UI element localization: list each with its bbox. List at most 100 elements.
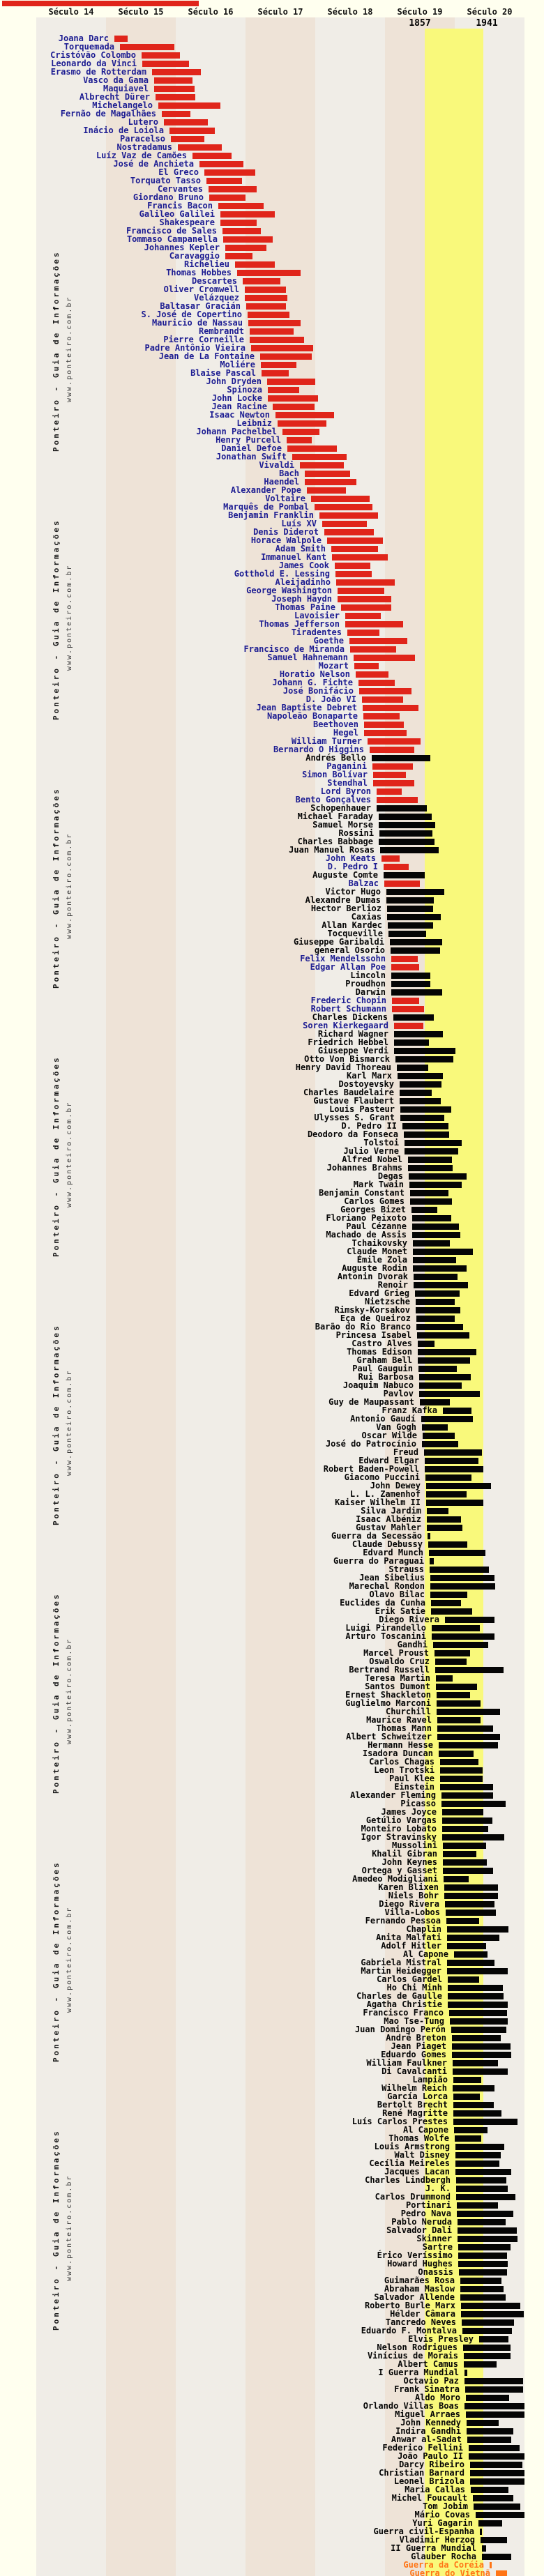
person-row: Horace Walpole bbox=[0, 536, 544, 545]
person-row: Schopenhauer bbox=[0, 804, 544, 813]
life-bar bbox=[429, 1550, 485, 1556]
person-row: Erasmo de Rotterdam bbox=[0, 68, 544, 77]
life-bar bbox=[422, 1441, 458, 1447]
person-name: Jean Racine bbox=[211, 402, 267, 411]
life-bar bbox=[442, 1834, 504, 1840]
life-bar bbox=[423, 1433, 455, 1439]
person-name: Charles Lindbergh bbox=[365, 2175, 451, 2185]
life-bar bbox=[400, 1098, 441, 1104]
century-label: Século 16 bbox=[188, 7, 234, 17]
life-bar bbox=[413, 1257, 456, 1263]
life-bar bbox=[410, 1198, 452, 1205]
life-bar bbox=[387, 914, 441, 920]
life-bar bbox=[466, 2395, 509, 2401]
person-name: Bento Gonçalves bbox=[295, 795, 371, 805]
person-row: Paul Klee bbox=[0, 1774, 544, 1783]
person-row: Lavoisier bbox=[0, 611, 544, 620]
person-name: Albert Schweitzer bbox=[346, 1732, 432, 1742]
life-bar bbox=[419, 1374, 471, 1380]
person-name: Oswaldo Cruz bbox=[369, 1656, 430, 1666]
person-name: Silva Jardim bbox=[361, 1506, 421, 1516]
life-bar bbox=[273, 404, 315, 410]
life-bar bbox=[250, 337, 304, 343]
person-name: Indira Gandhi bbox=[395, 2426, 461, 2436]
life-bar bbox=[362, 696, 403, 703]
life-bar bbox=[384, 864, 409, 870]
person-name: Lampião bbox=[412, 2075, 448, 2085]
life-bar bbox=[453, 2085, 494, 2091]
person-row: Thomas Wolfe bbox=[0, 2134, 544, 2143]
person-row: Amedeo Modigliani bbox=[0, 1875, 544, 1884]
life-bar bbox=[458, 2261, 508, 2267]
life-bar bbox=[400, 1081, 441, 1088]
person-name: Torquemada bbox=[63, 42, 114, 52]
person-row: Castro Alves bbox=[0, 1339, 544, 1348]
person-row: Igor Stravinsky bbox=[0, 1833, 544, 1842]
person-name: D. Pedro I bbox=[327, 862, 378, 871]
life-bar bbox=[458, 2253, 507, 2259]
person-name: Salvador Allende bbox=[374, 2292, 455, 2302]
person-row: Churchill bbox=[0, 1707, 544, 1716]
life-bar bbox=[453, 2110, 501, 2117]
person-row: José de Anchieta bbox=[0, 160, 544, 169]
person-name: Paganini bbox=[326, 761, 367, 771]
person-name: Di Cavalcanti bbox=[381, 2066, 447, 2076]
person-name: Walt Disney bbox=[394, 2150, 450, 2160]
person-name: Mao Tse-Tung bbox=[384, 2016, 444, 2026]
person-name: Tom Jobim bbox=[422, 2501, 468, 2511]
person-name: Tancredo Neves bbox=[385, 2317, 456, 2327]
life-bar bbox=[460, 2286, 504, 2292]
life-bar bbox=[435, 1659, 467, 1665]
life-bar bbox=[453, 2060, 498, 2066]
life-bar bbox=[331, 546, 378, 552]
person-name: Frank Sinatra bbox=[394, 2384, 460, 2394]
person-name: Marechal Rondon bbox=[349, 1581, 425, 1591]
person-name: Thomas Paine bbox=[275, 602, 335, 612]
person-row: L. L. Zamenhof bbox=[0, 1490, 544, 1499]
person-row: Pedro Nava bbox=[0, 2209, 544, 2218]
life-bar bbox=[453, 2094, 480, 2100]
life-bar bbox=[392, 998, 419, 1004]
century-label: Século 20 bbox=[467, 7, 513, 17]
life-bar bbox=[431, 1608, 472, 1615]
person-name: Inácio de Loiola bbox=[83, 125, 164, 135]
life-bar bbox=[152, 69, 201, 75]
person-name: Gandhi bbox=[397, 1640, 428, 1649]
life-bar bbox=[448, 1993, 504, 1999]
life-bar bbox=[446, 1918, 479, 1924]
life-bar bbox=[405, 1140, 462, 1146]
person-row: Antonin Dvorak bbox=[0, 1272, 544, 1281]
century-label: Século 18 bbox=[327, 7, 373, 17]
person-name: Karl Marx bbox=[346, 1071, 392, 1081]
person-name: Hector Berlioz bbox=[310, 904, 381, 913]
person-row: Robert Baden-Powell bbox=[0, 1465, 544, 1474]
life-bar bbox=[424, 1449, 482, 1456]
person-name: Euclides da Cunha bbox=[340, 1598, 425, 1608]
life-bar bbox=[275, 412, 334, 418]
person-name: John Dryden bbox=[206, 376, 262, 386]
life-bar bbox=[426, 1491, 467, 1497]
person-name: Lutero bbox=[128, 117, 158, 127]
person-name: Strauss bbox=[388, 1564, 424, 1574]
life-bar bbox=[418, 1341, 435, 1347]
life-bar bbox=[441, 1792, 493, 1799]
person-row: Albert Schweitzer bbox=[0, 1732, 544, 1742]
life-bar bbox=[220, 220, 257, 226]
person-row: Kaiser Wilhelm II bbox=[0, 1498, 544, 1507]
person-name: Princesa Isabel bbox=[335, 1330, 411, 1340]
person-name: Onassis bbox=[418, 2267, 453, 2277]
person-name: Shakespeare bbox=[159, 218, 215, 227]
person-row: D. João VI bbox=[0, 695, 544, 704]
person-row: J. K. bbox=[0, 2184, 544, 2193]
person-name: Nostradamus bbox=[116, 142, 172, 152]
person-name: James Cook bbox=[278, 561, 329, 570]
person-name: Vasco da Gama bbox=[83, 75, 149, 85]
person-name: Portinari bbox=[405, 2200, 451, 2210]
person-row: Pavlov bbox=[0, 1389, 544, 1398]
person-row: García Lorca bbox=[0, 2092, 544, 2101]
life-bar bbox=[388, 922, 433, 929]
person-name: Alexander Pope bbox=[230, 485, 301, 495]
person-row: Thomas Jefferson bbox=[0, 620, 544, 629]
life-bar bbox=[395, 1056, 453, 1062]
